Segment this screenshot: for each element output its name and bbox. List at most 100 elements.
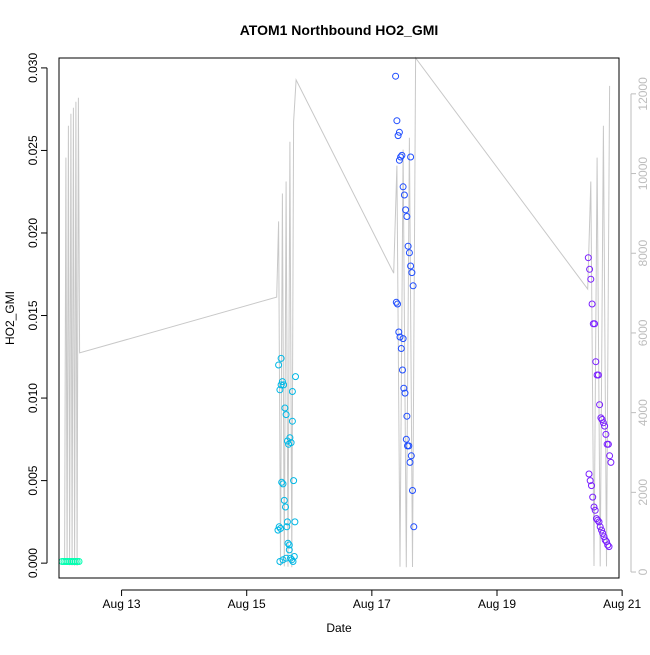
data-point [280,496,288,504]
points-layer [58,72,615,565]
data-point [596,401,604,409]
data-point [394,300,401,308]
data-point [393,117,401,125]
data-point [290,553,298,560]
data-point [288,388,296,395]
data-point [284,539,292,547]
data-point [392,298,400,306]
x-tick-label: Aug 17 [353,597,391,611]
data-point [276,386,284,394]
data-point [599,529,607,537]
data-point [590,503,598,511]
data-point [275,361,283,369]
x-tick-label: Aug 19 [478,597,516,611]
data-point [595,518,603,526]
data-point [395,128,403,136]
data-point [604,541,612,549]
data-point [291,518,299,526]
data-point [277,525,284,532]
data-point [587,275,595,283]
data-point [605,543,613,551]
data-point [589,493,597,501]
data-point [282,411,290,419]
y2-tick-label: 2000 [636,479,650,506]
y-tick-label: 0.000 [26,548,40,578]
data-point [402,206,410,214]
data-point [280,381,288,389]
y2-tick-label: 12000 [636,77,650,111]
secondary-series-line [64,56,611,568]
data-point [588,482,595,490]
y2-tick-label: 8000 [636,240,650,267]
x-axis-title: Date [326,621,352,635]
data-point [278,378,286,386]
data-point [395,156,403,164]
y-tick-label: 0.005 [26,465,40,495]
data-point [394,132,402,140]
y2-tick-label: 4000 [636,399,650,426]
data-point [588,300,596,308]
data-point [591,506,599,514]
data-point [407,262,415,270]
data-point [75,558,83,565]
y-tick-label: 0.020 [26,218,40,248]
x-tick-label: Aug 13 [103,597,141,611]
data-point [602,430,610,438]
data-point [599,419,607,427]
chart-title: ATOM1 Northbound HO2_GMI [240,22,439,38]
data-point [406,458,414,466]
y-tick-label: 0.010 [26,383,40,413]
data-point [403,412,411,420]
data-point [606,452,614,460]
data-point [404,242,412,250]
data-point [400,384,408,392]
data-point [277,381,285,389]
secondary-series-layer [64,56,611,568]
data-point [592,358,600,366]
y-tick-label: 0.030 [26,53,40,83]
data-point [287,439,295,447]
x-tick-label: Aug 21 [603,597,641,611]
y2-tick-label: 6000 [636,319,650,346]
data-point [285,546,293,554]
data-point [594,371,602,379]
data-point [594,516,602,524]
data-point [405,249,413,257]
data-point [408,269,416,277]
data-point [392,72,400,80]
data-point [278,478,286,486]
y-tick-label: 0.025 [26,135,40,165]
data-point [290,477,298,485]
data-point [275,523,283,531]
data-point [598,526,605,534]
data-point [586,477,594,485]
data-point [282,503,289,511]
data-point [585,470,593,478]
data-point [288,417,296,425]
data-point [292,373,299,381]
data-point [73,558,81,565]
data-point [400,191,408,199]
data-point [277,354,285,362]
plot-frame [58,57,620,579]
data-point [607,458,615,466]
data-point [591,320,599,328]
data-point [604,440,612,448]
data-point [407,153,415,161]
data-point [282,554,290,562]
data-point [401,389,409,397]
y-axis-title: HO2_GMI [3,291,17,345]
data-point [407,452,415,460]
data-point [598,416,606,423]
data-point [405,442,413,450]
data-point [402,435,410,443]
y2-tick-label: 10000 [636,157,650,191]
data-point [596,523,604,531]
data-point [584,254,592,262]
data-point [403,213,411,220]
y2-tick-label: 0 [636,568,650,575]
data-point [397,153,405,161]
